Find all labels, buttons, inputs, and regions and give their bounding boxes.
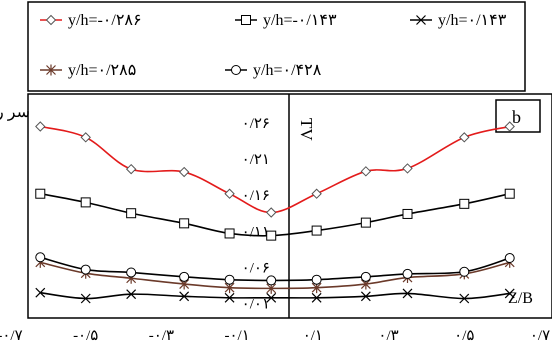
- series-5-point: [459, 266, 470, 277]
- legend-label: y/h=-۰/۱۴۳: [263, 12, 337, 29]
- legend-item-4: y/h=۰/۲۸۵: [40, 62, 136, 79]
- series-3-point: [311, 292, 322, 303]
- legend-item-3: y/h=۰/۱۴۳: [410, 12, 507, 29]
- series-5-point: [224, 274, 235, 285]
- x-ticks: -۰/۷ -۰/۵ -۰/۳ -۰/۱ ۰/۱ ۰/۳ ۰/۵ ۰/۷: [0, 328, 550, 344]
- series-5-point: [504, 253, 515, 264]
- series-3-point: [402, 288, 413, 299]
- y-tick-label: ۰/۰۱: [242, 297, 270, 313]
- y-tick-label: ۰/۱۶: [242, 188, 270, 204]
- series-4: [35, 256, 515, 294]
- series-5-point: [126, 267, 137, 278]
- legend-label: y/h=۰/۴۲۸: [253, 62, 322, 79]
- series-1-point: [224, 188, 235, 199]
- x-tick-label: ۰/۱: [303, 328, 323, 344]
- legend-marker: [45, 14, 57, 26]
- series-2-point: [311, 225, 322, 236]
- series-2-point: [224, 228, 235, 239]
- x-tick-label: ۰/۷: [530, 328, 550, 344]
- y-tick-label: ۰/۲۶: [242, 116, 270, 132]
- series-5-point: [179, 271, 190, 282]
- series-2-point: [179, 218, 190, 229]
- legend-item-5: y/h=۰/۴۲۸: [225, 62, 322, 79]
- legend-label: y/h=۰/۲۸۵: [68, 62, 136, 79]
- y-ticks: ۰/۲۶ ۰/۲۱ ۰/۱۶ ۰/۱۱ ۰/۰۶ ۰/۰۱: [242, 116, 270, 313]
- series-1-point: [459, 132, 470, 143]
- plot-frame: [27, 93, 552, 319]
- series-1-point: [402, 163, 413, 174]
- panel-label-box: [495, 99, 541, 133]
- series-3-point: [224, 292, 235, 303]
- legend-box: [27, 1, 526, 92]
- y-tick-label: ۰/۲۱: [242, 152, 270, 168]
- legend-marker: [241, 15, 251, 25]
- series-1-point: [35, 121, 46, 132]
- series-5-point: [311, 274, 322, 285]
- legend-item-2: y/h=-۰/۱۴۳: [235, 12, 337, 29]
- panel-label: b: [512, 107, 521, 127]
- x-axis-label: Z/B: [508, 290, 533, 307]
- series-1-point: [311, 188, 322, 199]
- x-tick-label: ۰/۵: [454, 328, 474, 344]
- legend-label: y/h=-۰/۲۸۶: [68, 12, 142, 29]
- series-1-point: [266, 207, 277, 218]
- series-2-point: [266, 230, 277, 241]
- series-1: [35, 121, 515, 218]
- series-3-point: [179, 291, 190, 302]
- series-3-point: [80, 293, 91, 304]
- x-tick-label: -۰/۵: [73, 328, 98, 344]
- series-5-point: [360, 271, 371, 282]
- series-2-point: [126, 208, 137, 219]
- series-3-point: [266, 292, 277, 303]
- series-2-point: [459, 198, 470, 209]
- y-tick-label: ۰/۰۶: [242, 260, 270, 276]
- legend-marker: [231, 65, 241, 75]
- series-2-line: [40, 192, 510, 237]
- series-2: [35, 188, 515, 241]
- series-layer: [35, 121, 515, 304]
- x-tick-label: -۰/۷: [0, 328, 23, 344]
- series-2-point: [402, 208, 413, 219]
- y-axis-label: TV: [297, 118, 316, 141]
- legend-marker: [416, 15, 426, 25]
- series-2-point: [504, 188, 515, 199]
- series-1-line: [40, 125, 510, 214]
- series-3-point: [360, 291, 371, 302]
- series-5: [35, 252, 515, 286]
- series-2-point: [360, 217, 371, 228]
- legend-marker: [46, 64, 56, 76]
- series-5-point: [266, 275, 277, 286]
- series-5-point: [35, 252, 46, 263]
- series-3-point: [126, 289, 137, 300]
- series-1-point: [504, 121, 515, 132]
- legend: y/h=-۰/۲۸۶ y/h=-۰/۱۴۳ y/h=۰/۱۴۳ y/h=۰/۲۸۵ y/…: [40, 12, 507, 79]
- series-2-point: [35, 188, 46, 199]
- series-3-point: [35, 287, 46, 298]
- series-5-point: [80, 264, 91, 275]
- series-5-point: [402, 268, 413, 279]
- x-tick-label: ۰/۳: [378, 328, 398, 344]
- series-1-point: [80, 132, 91, 143]
- series-3-point: [504, 288, 515, 299]
- series-3: [35, 287, 515, 304]
- legend-label: y/h=۰/۱۴۳: [438, 12, 507, 29]
- chart-subtitle: سر ریز نیم کسینوسی w=۳ cm: [0, 104, 30, 121]
- x-tick-label: -۰/۱: [225, 328, 250, 344]
- series-1-point: [178, 166, 190, 178]
- series-1-point: [125, 163, 137, 175]
- legend-item-1: y/h=-۰/۲۸۶: [40, 12, 142, 29]
- x-tick-label: -۰/۳: [149, 328, 174, 344]
- y-tick-label: ۰/۱۱: [242, 224, 270, 240]
- series-3-point: [459, 293, 470, 304]
- series-1-point: [360, 166, 372, 177]
- series-2-point: [80, 197, 91, 208]
